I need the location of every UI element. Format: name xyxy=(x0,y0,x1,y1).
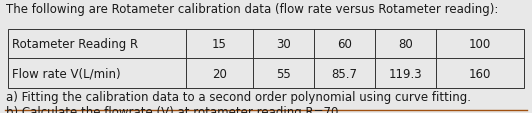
Text: Rotameter Reading R: Rotameter Reading R xyxy=(12,38,138,51)
Text: 160: 160 xyxy=(469,67,492,80)
Text: 100: 100 xyxy=(469,38,491,51)
Text: b) Calculate the flowrate (V) at rotameter reading R=70.: b) Calculate the flowrate (V) at rotamet… xyxy=(6,105,343,113)
Text: 85.7: 85.7 xyxy=(331,67,358,80)
Text: 119.3: 119.3 xyxy=(389,67,422,80)
Text: a) Fitting the calibration data to a second order polynomial using curve fitting: a) Fitting the calibration data to a sec… xyxy=(6,90,471,103)
Text: 60: 60 xyxy=(337,38,352,51)
Text: 80: 80 xyxy=(398,38,413,51)
Text: 20: 20 xyxy=(212,67,227,80)
Text: Flow rate V(L/min): Flow rate V(L/min) xyxy=(12,67,121,80)
Text: 15: 15 xyxy=(212,38,227,51)
Text: 30: 30 xyxy=(276,38,290,51)
Text: The following are Rotameter calibration data (flow rate versus Rotameter reading: The following are Rotameter calibration … xyxy=(6,3,499,16)
Text: 55: 55 xyxy=(276,67,290,80)
Bar xyxy=(8,29,524,88)
